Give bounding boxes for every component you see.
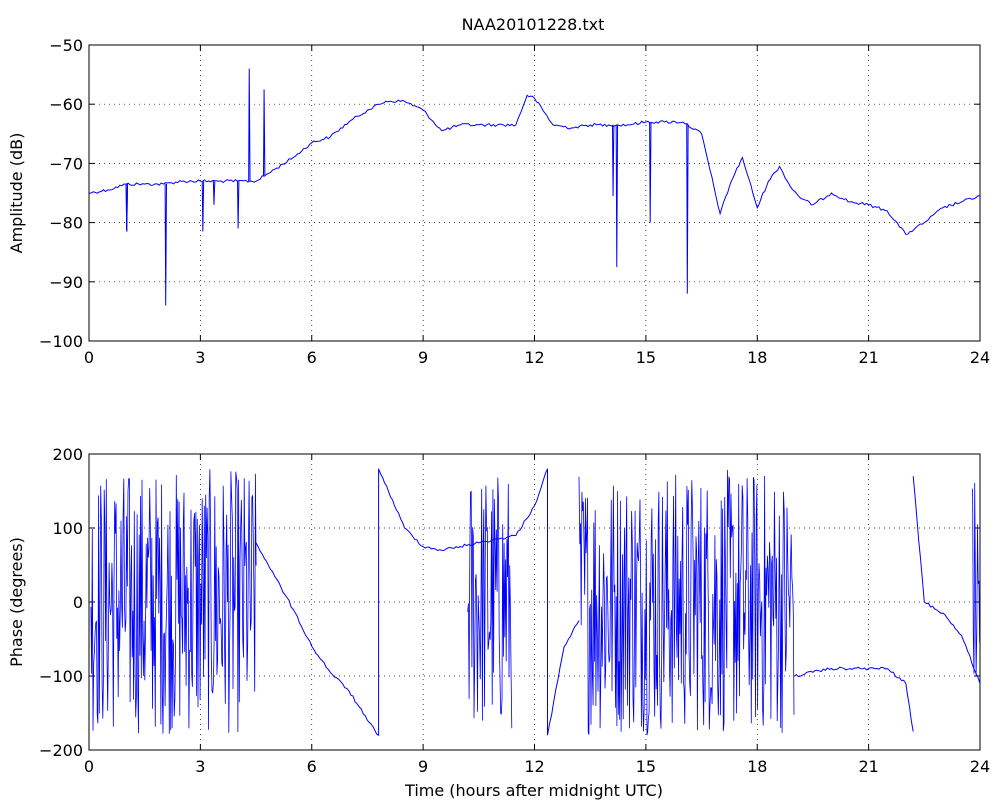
x-tick-label: 3 — [195, 757, 205, 776]
amplitude-spike — [649, 121, 652, 223]
phase-ticks: 0 3 6 9 12 15 18 21 24 −200 −100 0 100 200 — [39, 445, 990, 776]
x-tick-label: 9 — [418, 757, 428, 776]
x-tick-label: 24 — [970, 757, 990, 776]
y-tick-label: −100 — [39, 332, 83, 351]
y-tick-label: −50 — [49, 36, 83, 55]
x-tick-label: 3 — [195, 348, 205, 367]
y-tick-label: 200 — [52, 445, 83, 464]
amplitude-spike — [237, 181, 240, 229]
y-tick-label: −60 — [49, 95, 83, 114]
y-tick-label: −90 — [49, 273, 83, 292]
amplitude-spike — [248, 68, 251, 182]
phase-noise-band — [467, 477, 513, 729]
phase-axes: 0 3 6 9 12 15 18 21 24 −200 −100 0 100 200 Phase (deg… — [7, 445, 990, 800]
amplitude-spike — [125, 184, 129, 232]
series-line — [88, 94, 981, 235]
phase-noise-band — [578, 469, 795, 736]
x-tick-label: 6 — [307, 348, 317, 367]
x-tick-label: 0 — [84, 757, 94, 776]
x-tick-label: 18 — [747, 757, 767, 776]
amplitude-spike — [686, 124, 689, 294]
amplitude-ticks: 0 3 6 9 12 15 18 21 24 −100 −90 −80 −70 −60 −50 — [39, 36, 990, 367]
y-tick-label: 100 — [52, 519, 83, 538]
phase-grid — [89, 454, 980, 750]
amplitude-spike — [615, 124, 619, 268]
series-line — [794, 666, 914, 732]
x-tick-label: 9 — [418, 348, 428, 367]
amplitude-spike — [611, 124, 615, 196]
x-tick-label: 21 — [858, 348, 878, 367]
amplitude-spike — [201, 181, 205, 232]
phase-y-axis-label: Phase (degrees) — [7, 537, 26, 667]
y-tick-label: −100 — [39, 667, 83, 686]
x-tick-label: 0 — [84, 348, 94, 367]
amplitude-data — [88, 68, 981, 306]
x-tick-label: 6 — [307, 757, 317, 776]
series-line — [912, 476, 981, 684]
y-tick-label: −200 — [39, 741, 83, 760]
phase-data — [90, 468, 981, 737]
series-line — [255, 468, 580, 737]
y-tick-label: −80 — [49, 214, 83, 233]
phase-noise-band — [90, 469, 257, 734]
amplitude-axes: 0 3 6 9 12 15 18 21 24 −100 −90 −80 −70 −60 −50 Amplit… — [7, 36, 990, 367]
amplitude-plot-area — [88, 44, 981, 342]
x-tick-label: 12 — [524, 757, 544, 776]
x-tick-label: 21 — [858, 757, 878, 776]
amplitude-spike — [164, 183, 168, 306]
y-tick-label: 0 — [73, 593, 83, 612]
x-tick-label: 15 — [636, 348, 656, 367]
x-axis-label: Time (hours after midnight UTC) — [404, 781, 663, 800]
x-tick-label: 15 — [636, 757, 656, 776]
amplitude-grid — [89, 45, 980, 341]
x-tick-label: 18 — [747, 348, 767, 367]
x-tick-label: 12 — [524, 348, 544, 367]
amplitude-y-axis-label: Amplitude (dB) — [7, 133, 26, 254]
amplitude-spike — [212, 181, 216, 205]
x-tick-label: 24 — [970, 348, 990, 367]
y-tick-label: −70 — [49, 154, 83, 173]
chart-title: NAA20101228.txt — [462, 15, 605, 34]
amplitude-spike — [262, 89, 266, 177]
phase-noise-band — [972, 482, 980, 676]
